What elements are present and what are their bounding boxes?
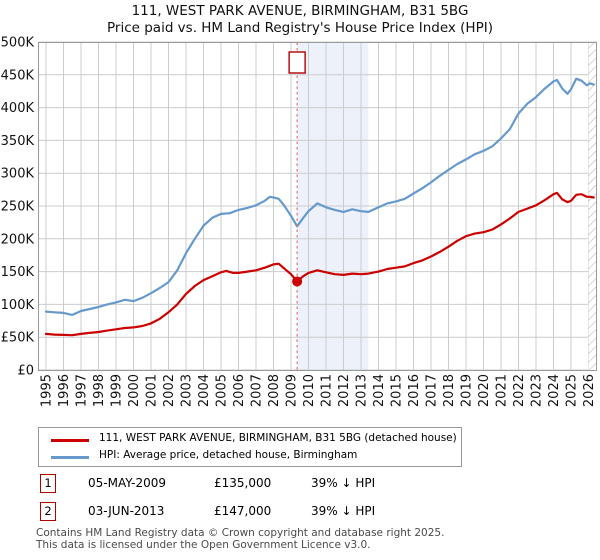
svg-text:2006: 2006	[232, 374, 247, 407]
svg-text:2021: 2021	[495, 374, 510, 407]
hpi-line	[44, 77, 595, 316]
legend: 111, WEST PARK AVENUE, BIRMINGHAM, B31 5…	[38, 427, 462, 467]
sale-1-hpi-delta: 39% ↓ HPI	[311, 476, 376, 490]
future-hatch-band	[588, 42, 597, 371]
svg-text:1997: 1997	[75, 374, 90, 407]
x-axis-labels: 1995 1996 1997 1998 1999 2000 2001 2002 2003 2004…	[40, 374, 598, 407]
property-price-line	[44, 191, 595, 337]
sale-1-price: £135,000	[214, 476, 272, 490]
svg-text:£100K: £100K	[0, 298, 34, 313]
svg-text:£50K: £50K	[1, 331, 35, 346]
svg-text:2025: 2025	[565, 374, 580, 407]
svg-text:2012: 2012	[337, 374, 352, 407]
svg-text:2019: 2019	[460, 374, 475, 407]
svg-text:£150K: £150K	[0, 265, 34, 280]
licence-line: This data is licensed under the Open Gov…	[36, 538, 371, 551]
svg-text:1999: 1999	[110, 374, 125, 407]
svg-text:2008: 2008	[267, 374, 282, 407]
svg-text:2014: 2014	[372, 374, 387, 407]
sale-2-price: £147,000	[214, 504, 272, 518]
svg-text:2020: 2020	[477, 374, 492, 407]
legend-item-property: 111, WEST PARK AVENUE, BIRMINGHAM, B31 5…	[39, 431, 461, 448]
legend-label-hpi: HPI: Average price, detached house, Birm…	[99, 449, 358, 461]
svg-text:2009: 2009	[285, 374, 300, 407]
y-axis-labels: £0 £50K £100K £150K £200K £250K £300K £350K £400…	[0, 36, 34, 379]
plot-border	[38, 42, 597, 371]
svg-text:2002: 2002	[162, 374, 177, 407]
chart-title-address: 111, WEST PARK AVENUE, BIRMINGHAM, B31 5…	[131, 3, 469, 19]
svg-text:2018: 2018	[442, 374, 457, 407]
svg-text:£500K: £500K	[0, 36, 34, 51]
sale-1-marker-number: 1	[40, 474, 56, 493]
chart-subtitle: Price paid vs. HM Land Registry's House …	[107, 20, 493, 36]
svg-text:2011: 2011	[320, 374, 335, 407]
legend-label-property: 111, WEST PARK AVENUE, BIRMINGHAM, B31 5…	[99, 432, 457, 444]
svg-text:£0: £0	[17, 364, 34, 379]
svg-text:2007: 2007	[250, 374, 265, 407]
svg-text:2015: 2015	[390, 374, 405, 407]
svg-text:£450K: £450K	[0, 68, 34, 83]
svg-text:£300K: £300K	[0, 167, 34, 182]
svg-text:2017: 2017	[425, 374, 440, 407]
sale-1-marker-box	[288, 51, 306, 74]
copyright-line: Contains HM Land Registry data © Crown c…	[36, 527, 445, 539]
sale-2-hpi-delta: 39% ↓ HPI	[311, 504, 376, 518]
sale-1-price-dot	[292, 276, 303, 287]
svg-text:1996: 1996	[57, 374, 72, 407]
sale-row-2: 2 03-JUN-2013 £147,000 39% ↓ HPI	[0, 502, 600, 522]
svg-text:2004: 2004	[197, 374, 212, 407]
property-line-swatch	[51, 439, 89, 442]
svg-text:1998: 1998	[92, 374, 107, 407]
svg-text:2003: 2003	[180, 374, 195, 407]
sale-row-1: 1 05-MAY-2009 £135,000 39% ↓ HPI	[0, 474, 600, 494]
sale-1-date: 05-MAY-2009	[88, 476, 167, 490]
svg-text:2026: 2026	[582, 374, 597, 407]
svg-text:2013: 2013	[355, 374, 370, 407]
svg-text:£250K: £250K	[0, 200, 34, 215]
svg-text:2005: 2005	[215, 374, 230, 407]
svg-text:£350K: £350K	[0, 134, 34, 149]
svg-text:£200K: £200K	[0, 232, 34, 247]
legend-item-hpi: HPI: Average price, detached house, Birm…	[39, 448, 461, 465]
svg-text:2000: 2000	[127, 374, 142, 407]
svg-text:2024: 2024	[547, 374, 562, 407]
svg-text:2016: 2016	[407, 374, 422, 407]
svg-text:2023: 2023	[530, 374, 545, 407]
svg-text:£400K: £400K	[0, 101, 34, 116]
sale-2-marker-number: 2	[40, 502, 56, 521]
hpi-line-swatch	[51, 456, 89, 459]
sale-2-date: 03-JUN-2013	[88, 504, 165, 518]
svg-text:2010: 2010	[302, 374, 317, 407]
svg-text:2001: 2001	[145, 374, 160, 407]
price-history-chart: £0 £50K £100K £150K £200K £250K £300K £350K £400…	[0, 36, 598, 407]
svg-text:1995: 1995	[40, 374, 55, 407]
svg-text:2022: 2022	[512, 374, 527, 407]
